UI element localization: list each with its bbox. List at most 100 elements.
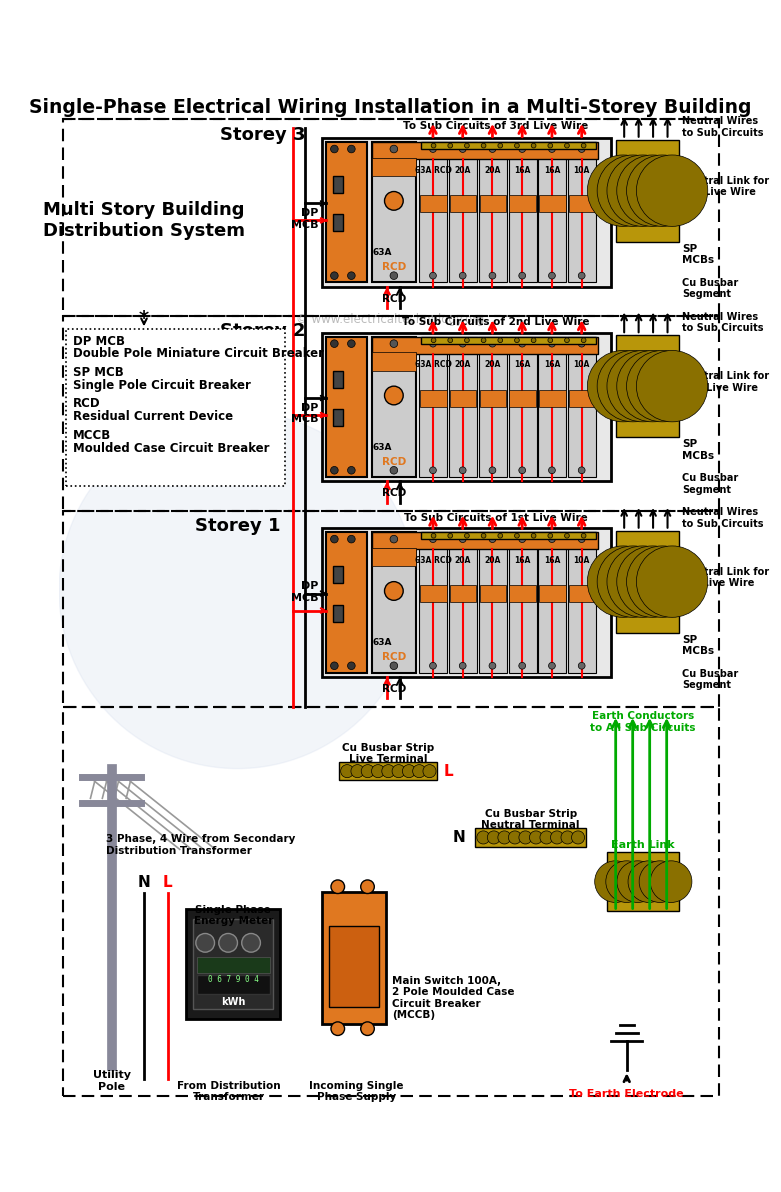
Bar — [569, 585, 595, 602]
Bar — [480, 390, 506, 406]
Circle shape — [581, 533, 586, 538]
Circle shape — [196, 933, 215, 952]
Circle shape — [548, 272, 555, 279]
Circle shape — [459, 272, 466, 279]
Bar — [421, 142, 596, 149]
Bar — [421, 337, 596, 343]
Circle shape — [331, 880, 344, 894]
Circle shape — [430, 145, 437, 153]
Circle shape — [459, 535, 466, 542]
Text: Main Switch 100A,
2 Pole Moulded Case
Circuit Breaker
(MCCB): Main Switch 100A, 2 Pole Moulded Case Ci… — [392, 976, 515, 1020]
Circle shape — [330, 662, 338, 670]
Circle shape — [597, 350, 669, 422]
Text: Cu Busbar
Segment: Cu Busbar Segment — [682, 669, 738, 690]
Circle shape — [390, 662, 398, 670]
Text: 20A: 20A — [455, 166, 471, 175]
Bar — [330, 926, 380, 1006]
Circle shape — [540, 831, 553, 844]
Bar — [476, 828, 586, 846]
Bar — [193, 919, 273, 1010]
Bar — [66, 329, 285, 486]
Circle shape — [531, 337, 536, 342]
Circle shape — [548, 340, 555, 347]
Bar — [372, 337, 416, 477]
Text: Incoming Single
Phase Supply: Incoming Single Phase Supply — [309, 1081, 404, 1103]
Circle shape — [587, 350, 658, 422]
Circle shape — [531, 533, 536, 538]
Bar — [607, 852, 679, 912]
Bar — [509, 390, 536, 406]
Bar — [372, 337, 597, 354]
Bar — [450, 390, 476, 406]
Circle shape — [341, 764, 354, 777]
Circle shape — [639, 861, 681, 902]
Circle shape — [519, 831, 532, 844]
Text: kWh: kWh — [221, 998, 245, 1007]
Bar — [372, 142, 416, 283]
Text: Storey 3: Storey 3 — [220, 125, 305, 143]
Text: To Sub Circuits of 3rd Live Wire: To Sub Circuits of 3rd Live Wire — [403, 122, 588, 131]
Circle shape — [565, 337, 569, 342]
Text: RCD: RCD — [73, 397, 100, 410]
Circle shape — [431, 337, 436, 342]
Circle shape — [565, 143, 569, 148]
Circle shape — [348, 145, 355, 153]
Bar — [63, 119, 719, 316]
Circle shape — [519, 272, 526, 279]
Bar — [569, 390, 595, 406]
Circle shape — [465, 143, 469, 148]
Bar — [323, 892, 387, 1024]
Circle shape — [330, 272, 338, 279]
Bar — [568, 337, 596, 477]
Circle shape — [430, 340, 437, 347]
Bar — [538, 142, 566, 283]
Text: To Sub Circuits of 1st Live Wire: To Sub Circuits of 1st Live Wire — [404, 513, 588, 523]
Circle shape — [348, 272, 355, 279]
Circle shape — [390, 145, 398, 153]
Bar — [615, 335, 679, 437]
Text: 16A: 16A — [514, 166, 530, 175]
Bar — [372, 352, 416, 371]
Bar — [326, 533, 366, 672]
Circle shape — [617, 350, 688, 422]
Circle shape — [348, 340, 355, 348]
Circle shape — [330, 466, 338, 474]
Circle shape — [448, 337, 453, 342]
Circle shape — [637, 350, 708, 422]
Circle shape — [459, 145, 466, 153]
Bar — [333, 371, 343, 387]
Text: From Distribution
Transformer: From Distribution Transformer — [177, 1081, 281, 1103]
Circle shape — [597, 546, 669, 617]
Bar — [509, 195, 536, 212]
Text: L: L — [444, 764, 454, 778]
Circle shape — [330, 145, 338, 153]
Text: Neutral Wires
to Sub Circuits: Neutral Wires to Sub Circuits — [682, 311, 764, 334]
Circle shape — [587, 155, 658, 226]
Bar — [372, 533, 416, 672]
Circle shape — [626, 155, 698, 226]
Text: N: N — [452, 830, 465, 845]
Text: DP
MCB: DP MCB — [291, 581, 318, 603]
Text: To Earth Electrode: To Earth Electrode — [569, 1089, 684, 1099]
Text: SP MCB: SP MCB — [73, 366, 123, 379]
Circle shape — [390, 272, 398, 279]
Bar — [615, 139, 679, 242]
Text: DP
MCB: DP MCB — [291, 403, 318, 424]
Bar — [450, 585, 476, 602]
Text: 16A: 16A — [544, 555, 560, 565]
Circle shape — [578, 467, 585, 473]
Circle shape — [637, 155, 708, 226]
Circle shape — [515, 533, 519, 538]
Bar — [419, 337, 448, 477]
Circle shape — [431, 143, 436, 148]
Bar — [323, 528, 612, 677]
Text: L: L — [163, 875, 173, 890]
Circle shape — [519, 663, 526, 669]
Bar — [539, 195, 565, 212]
Circle shape — [430, 663, 437, 669]
Circle shape — [548, 535, 555, 542]
Circle shape — [412, 764, 426, 777]
Circle shape — [59, 411, 416, 769]
Circle shape — [519, 340, 526, 347]
Bar — [538, 337, 566, 477]
